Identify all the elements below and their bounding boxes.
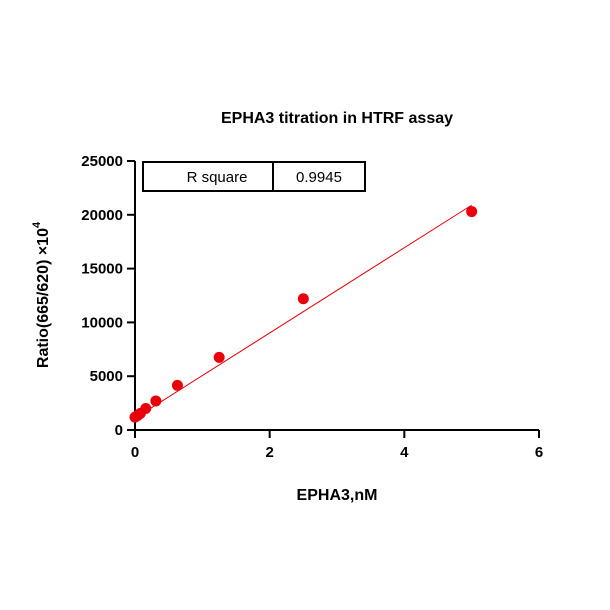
y-tick-label: 0 (115, 422, 123, 439)
axes: 0 5000 10000 15000 20000 25000 0 2 4 6 (81, 153, 543, 461)
data-point (140, 402, 152, 414)
data-point (466, 206, 478, 218)
r-square-table: R square 0.9945 (142, 161, 366, 192)
y-axis-label-exponent: 4 (31, 221, 43, 228)
r-square-table-border (142, 161, 366, 192)
x-axis-label: EPHA3,nM (297, 487, 378, 504)
y-axis-label: Ratio(665/620) ×104 (31, 221, 52, 368)
fit-line (134, 204, 472, 419)
data-point (297, 293, 309, 305)
y-tick-label: 5000 (90, 368, 123, 385)
chart-title: EPHA3 titration in HTRF assay (221, 110, 453, 127)
svg-text:Ratio(665/620) ×104: Ratio(665/620) ×104 (31, 221, 52, 368)
y-tick-label: 20000 (81, 207, 123, 224)
data-point (213, 351, 225, 363)
y-tick-label: 15000 (81, 261, 123, 278)
y-tick-label: 25000 (81, 153, 123, 170)
data-point (171, 379, 183, 391)
r-square-label: R square (187, 169, 248, 186)
data-point (150, 395, 162, 407)
x-tick-label: 2 (265, 444, 273, 461)
fit-lines (134, 204, 472, 419)
x-tick-label: 6 (535, 444, 543, 461)
data-points (129, 206, 478, 423)
x-tick-label: 4 (400, 444, 409, 461)
y-tick-label: 10000 (81, 314, 123, 331)
x-tick-label: 0 (131, 444, 139, 461)
r-square-value: 0.9945 (296, 169, 342, 186)
y-axis-label-main: Ratio(665/620) ×10 (35, 228, 52, 368)
